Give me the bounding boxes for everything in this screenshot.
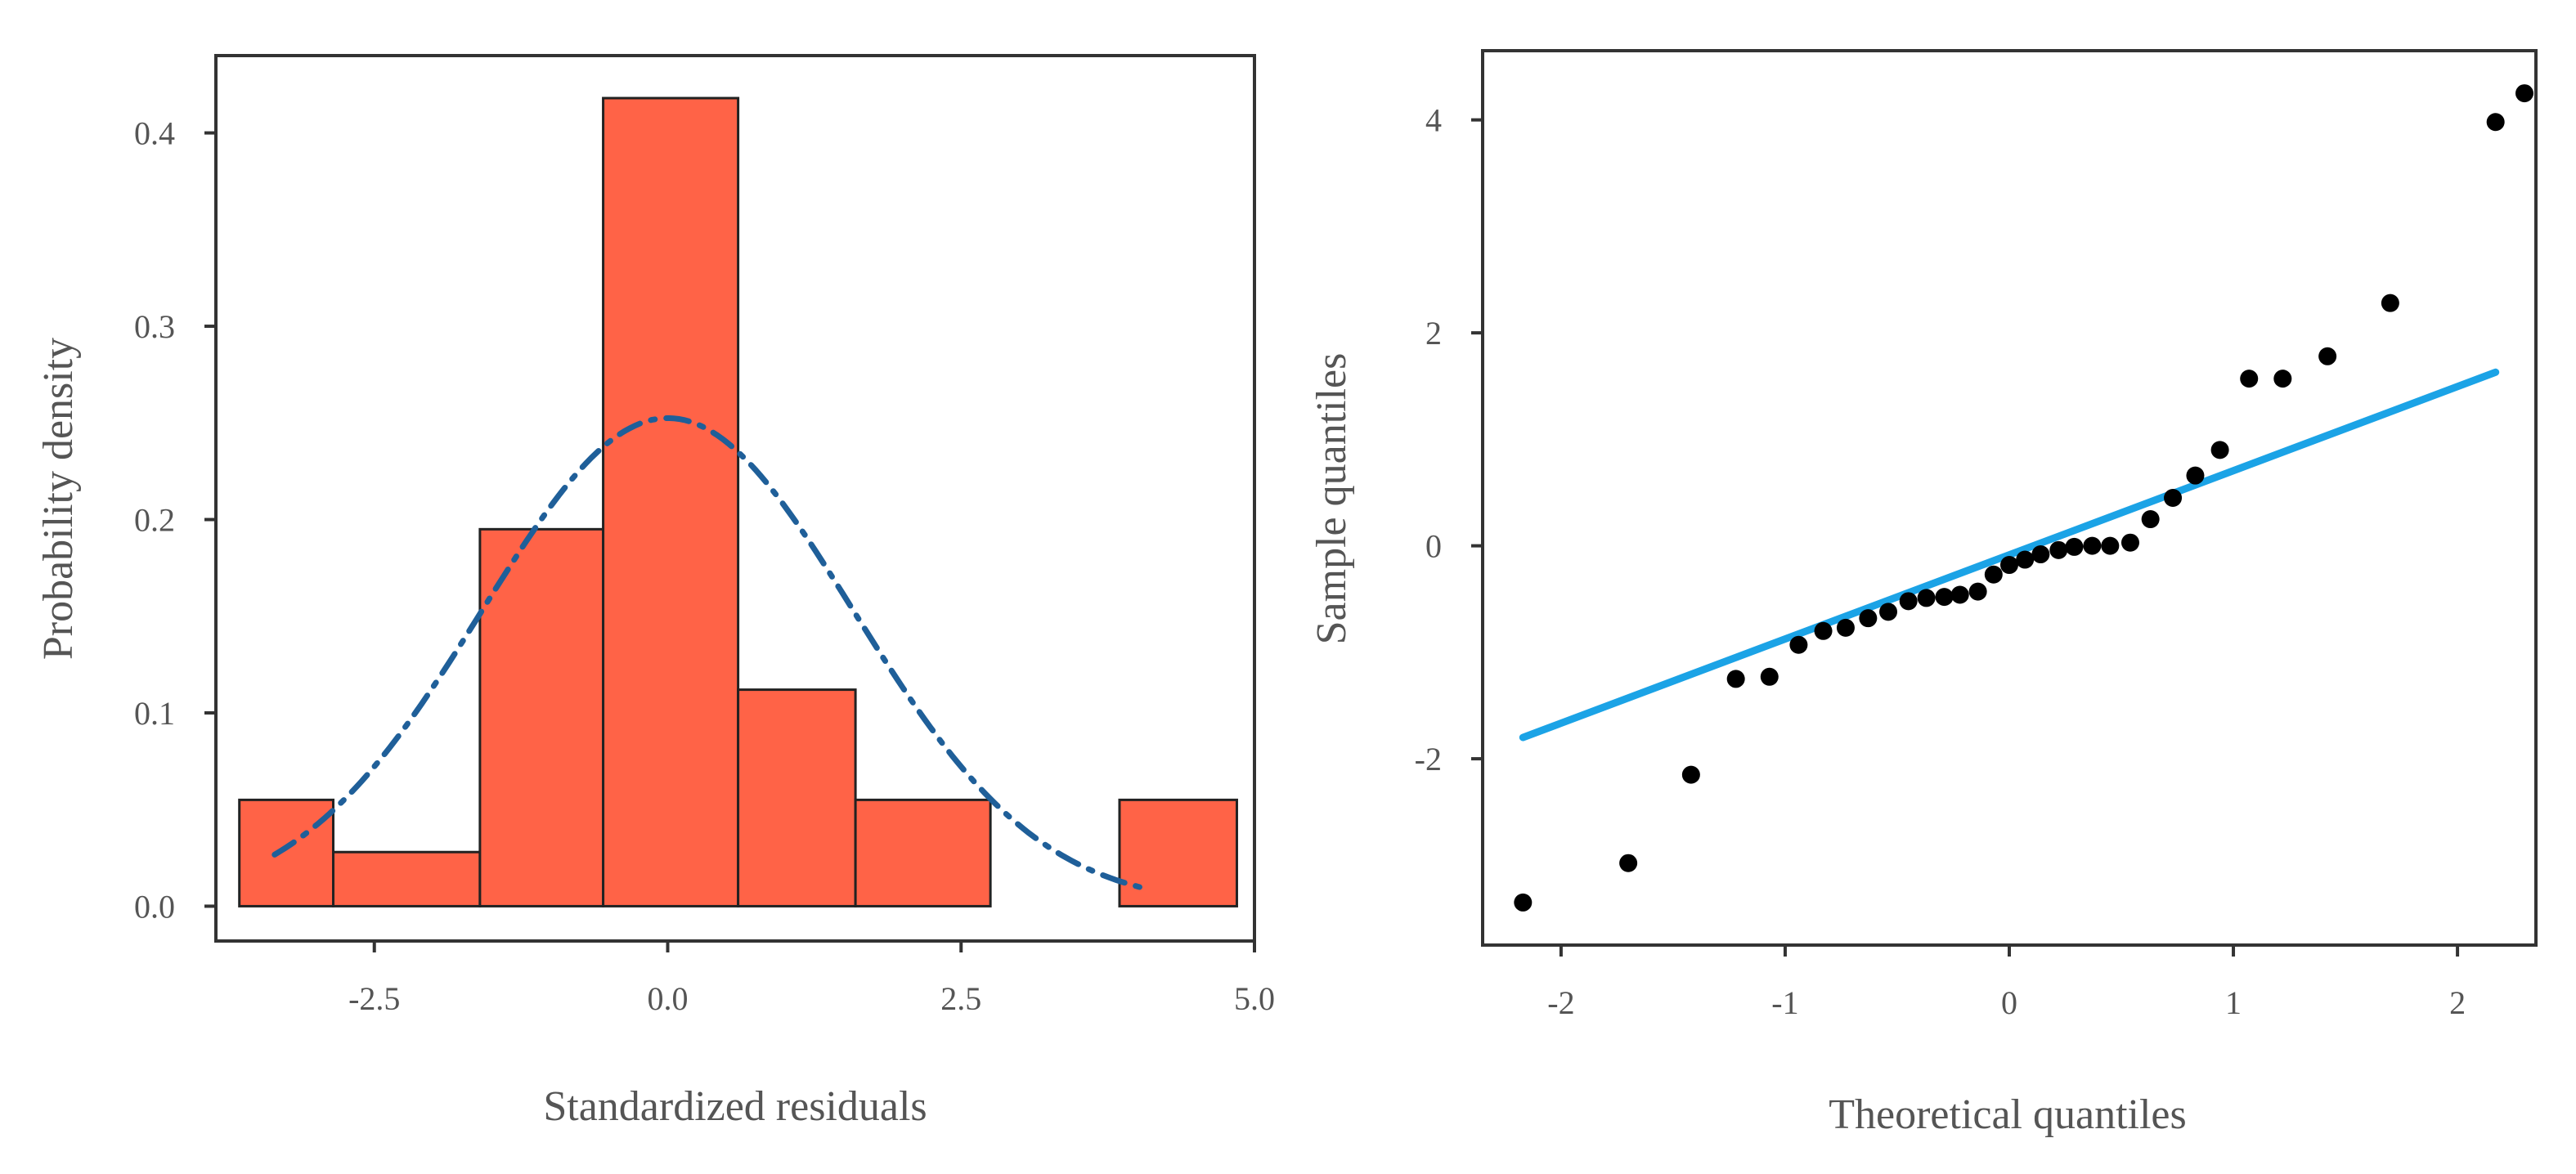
qq-point	[2120, 533, 2139, 552]
qq-point	[1814, 621, 1833, 640]
histogram-y-tick-label: 0.3	[134, 308, 175, 345]
histogram-bar-5	[854, 798, 992, 907]
qq-x-tick-label: 0	[2001, 984, 2017, 1021]
qq-y-tick-label: -2	[1415, 741, 1442, 777]
qq-point	[1968, 582, 1987, 601]
qq-point	[1879, 603, 1898, 621]
histogram-bar-0	[238, 798, 335, 907]
qq-y-tick-label: 0	[1425, 528, 1442, 565]
qq-x-axis-title: Theoretical quantiles	[1829, 1091, 2186, 1138]
histogram-frame	[214, 54, 1256, 943]
qq-y-tick-label: 2	[1425, 315, 1442, 352]
qq-x-tick-label: 2	[2449, 984, 2466, 1021]
qq-point	[1619, 854, 1638, 872]
histogram-panel: -2.5 0.0 2.5 5.0 0.0 0.1 0.2 0.3 0.4 Standardiz…	[35, 54, 1275, 1130]
qq-point	[2141, 510, 2160, 529]
normal-density-curve	[272, 414, 1152, 893]
qq-x-tick-label: -1	[1771, 984, 1798, 1021]
qq-point	[2065, 537, 2084, 556]
qq-x-tick-label: 1	[2225, 984, 2242, 1021]
histogram-x-ticks: -2.5 0.0 2.5 5.0	[348, 941, 1275, 1017]
qq-y-axis-title: Sample quantiles	[1308, 353, 1355, 645]
qq-point	[2210, 441, 2229, 459]
qq-point	[1935, 588, 1954, 607]
histogram-bar-4	[737, 688, 857, 907]
qq-point	[1681, 765, 1700, 784]
histogram-bar-3	[602, 96, 740, 907]
qq-point	[2031, 545, 2050, 564]
qq-point	[2515, 84, 2533, 103]
histogram-x-tick-label: 0.0	[647, 980, 688, 1017]
qq-point	[2273, 370, 2292, 388]
histogram-bars	[238, 96, 1238, 907]
qq-point	[2164, 489, 2183, 507]
histogram-y-tick-label: 0.1	[134, 695, 175, 732]
qq-point	[2486, 113, 2505, 132]
qq-x-ticks: -2 -1 0 1 2	[1547, 945, 2466, 1021]
qq-point	[1726, 670, 1745, 688]
qq-point	[1859, 609, 1878, 628]
histogram-y-tick-label: 0.2	[134, 502, 175, 539]
qq-point	[2049, 540, 2068, 559]
histogram-bar-2	[478, 527, 605, 907]
qq-point	[1984, 565, 2003, 584]
histogram-y-ticks: 0.0 0.1 0.2 0.3 0.4	[134, 115, 216, 925]
qq-point	[2083, 536, 2102, 555]
qq-point	[1836, 618, 1855, 637]
histogram-x-tick-label: 5.0	[1234, 980, 1275, 1017]
qq-point	[1899, 592, 1918, 611]
histogram-y-tick-label: 0.0	[134, 888, 175, 925]
histogram-y-tick-label: 0.4	[134, 115, 175, 152]
qq-point	[2000, 556, 2018, 575]
histogram-bar-1	[332, 850, 482, 907]
qq-point	[1917, 589, 1936, 607]
histogram-y-axis-title: Probability density	[35, 338, 82, 660]
qq-point	[2101, 536, 2120, 555]
qq-point	[1789, 635, 1808, 654]
qq-point	[1514, 893, 1533, 912]
qq-y-tick-label: 4	[1425, 102, 1442, 139]
qq-point	[2381, 294, 2399, 312]
qq-point	[2186, 466, 2205, 485]
qq-point	[2016, 550, 2035, 569]
qq-plot-frame	[1481, 49, 2538, 947]
histogram-bar-7	[1118, 798, 1238, 907]
qq-point	[2240, 370, 2259, 388]
histogram-x-tick-label: 2.5	[940, 980, 981, 1017]
qq-x-tick-label: -2	[1547, 984, 1574, 1021]
qq-plot-panel: -2 -1 0 1 2 -2 0 2 4 Theoretical quantiles Samp…	[1308, 49, 2538, 1138]
histogram-x-axis-title: Standardized residuals	[543, 1083, 927, 1130]
qq-point	[1760, 667, 1779, 686]
qq-point	[1950, 585, 1969, 604]
histogram-x-tick-label: -2.5	[348, 980, 400, 1017]
qq-point	[2318, 347, 2337, 365]
qq-points	[1514, 84, 2533, 912]
qq-reference-line	[1519, 368, 2500, 742]
qq-y-ticks: -2 0 2 4	[1415, 102, 1483, 777]
